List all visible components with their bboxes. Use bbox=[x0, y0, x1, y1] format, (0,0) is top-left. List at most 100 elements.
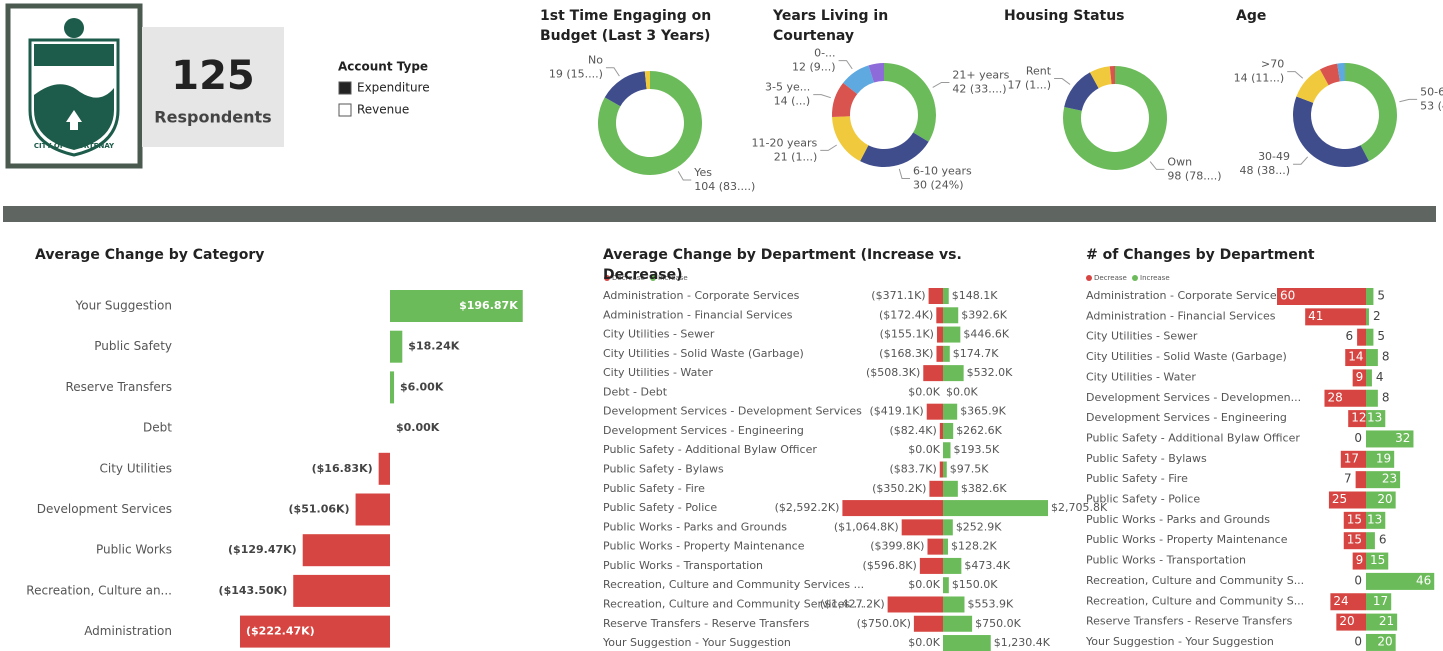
bar bbox=[1328, 491, 1366, 509]
bar bbox=[390, 371, 395, 404]
legend-marker bbox=[604, 275, 610, 281]
bar bbox=[378, 452, 390, 485]
bar bbox=[240, 615, 390, 648]
value-label: 20 bbox=[1377, 492, 1392, 506]
category-label: Public Safety - Fire bbox=[603, 482, 705, 495]
chart-title: Average Change by Category bbox=[35, 247, 265, 263]
bar bbox=[1366, 288, 1374, 305]
donut-slice bbox=[832, 116, 869, 162]
donut-slice bbox=[598, 71, 702, 175]
value-label: ($508.3K) bbox=[866, 366, 920, 379]
checkbox[interactable] bbox=[338, 81, 352, 95]
donut-slice bbox=[1293, 96, 1369, 168]
bar bbox=[943, 615, 973, 632]
category-label: City Utilities bbox=[100, 461, 173, 475]
value-label: $196.87K bbox=[459, 299, 518, 312]
value-label: ($82.4K) bbox=[890, 424, 937, 437]
leader-line bbox=[813, 94, 831, 99]
category-label: Development Services bbox=[37, 502, 172, 516]
logo: CITY OF COURTENAY bbox=[28, 18, 120, 157]
slice-label: Yes bbox=[693, 166, 712, 179]
value-label: ($143.50K) bbox=[219, 584, 288, 597]
value-label: $0.0K bbox=[908, 578, 940, 591]
value-label: 17 bbox=[1344, 451, 1359, 465]
checkbox[interactable] bbox=[338, 103, 352, 117]
value-label: $150.0K bbox=[952, 578, 998, 591]
bar bbox=[1277, 288, 1366, 305]
value-label: ($168.3K) bbox=[879, 347, 933, 360]
category-label: Public Safety - Police bbox=[1086, 493, 1200, 506]
bar bbox=[1366, 593, 1392, 611]
category-label: City Utilities - Sewer bbox=[1086, 330, 1198, 343]
value-label: 20 bbox=[1339, 614, 1354, 628]
donut-slice bbox=[843, 65, 874, 94]
value-label: $0.0K bbox=[908, 443, 940, 456]
value-label: ($129.47K) bbox=[228, 543, 297, 556]
value-label: 41 bbox=[1308, 309, 1323, 323]
bar bbox=[939, 422, 943, 439]
category-label: Public Safety - Bylaws bbox=[1086, 452, 1207, 465]
value-label: ($222.47K) bbox=[246, 625, 315, 638]
category-label: Reserve Transfers - Reserve Transfers bbox=[1086, 615, 1293, 628]
value-label: $392.6K bbox=[961, 308, 1007, 321]
value-label: 60 bbox=[1280, 289, 1295, 303]
value-label: $193.5K bbox=[954, 443, 1000, 456]
value-label: $148.1K bbox=[952, 289, 998, 302]
bar bbox=[1366, 430, 1414, 448]
chart-title: Housing Status bbox=[1004, 8, 1125, 24]
bar bbox=[1336, 613, 1366, 631]
slice-value: 104 (83....) bbox=[694, 180, 755, 193]
value-label: ($596.8K) bbox=[863, 559, 917, 572]
value-label: 13 bbox=[1367, 512, 1382, 526]
slicer-option[interactable]: Revenue bbox=[357, 103, 409, 117]
category-label: Public Safety - Additional Bylaw Officer bbox=[1086, 431, 1300, 444]
legend-label: Increase bbox=[1140, 274, 1170, 282]
slice-label: Own bbox=[1167, 155, 1192, 168]
category-label: Public Safety - Police bbox=[603, 501, 717, 514]
bar bbox=[293, 574, 390, 607]
category-label: City Utilities - Water bbox=[603, 366, 713, 379]
slice-value: 21 (1...) bbox=[774, 150, 818, 163]
donut-slice bbox=[831, 82, 858, 117]
category-label: Public Works bbox=[96, 543, 172, 557]
value-label: 9 bbox=[1356, 553, 1364, 567]
slice-label: 0-... bbox=[814, 47, 835, 60]
bar bbox=[943, 480, 958, 497]
value-label: 12 bbox=[1351, 411, 1366, 425]
bar bbox=[943, 596, 965, 613]
bar bbox=[943, 326, 961, 343]
leader-line bbox=[838, 60, 853, 70]
donut-slice bbox=[884, 63, 937, 142]
category-label: Development Services - Development Servi… bbox=[603, 405, 862, 418]
value-label: 7 bbox=[1344, 472, 1352, 486]
leader-line bbox=[932, 81, 950, 88]
donut-slice bbox=[1296, 69, 1329, 103]
slicer-option[interactable]: Expenditure bbox=[357, 81, 430, 95]
bar bbox=[1352, 369, 1366, 387]
bar bbox=[926, 403, 943, 420]
bar bbox=[1366, 491, 1396, 509]
bar bbox=[1366, 410, 1386, 428]
category-label: Development Services - Engineering bbox=[1086, 411, 1287, 424]
slice-value: 98 (78....) bbox=[1167, 169, 1221, 182]
value-label: 28 bbox=[1327, 390, 1342, 404]
value-label: $382.6K bbox=[961, 482, 1007, 495]
bar bbox=[302, 534, 390, 567]
slice-label: No bbox=[588, 54, 603, 67]
respondents-card bbox=[142, 27, 284, 147]
bar bbox=[943, 519, 953, 536]
donut-slice bbox=[1319, 63, 1340, 86]
donut-slice bbox=[644, 71, 650, 90]
bar bbox=[943, 345, 950, 362]
category-label: Public Safety - Bylaws bbox=[603, 463, 724, 476]
bar bbox=[1366, 532, 1375, 550]
category-label: Reserve Transfers - Reserve Transfers bbox=[603, 617, 810, 630]
leader-line bbox=[898, 168, 911, 179]
value-label: ($1,427.2K) bbox=[820, 597, 885, 610]
bar bbox=[943, 442, 951, 459]
value-label: ($155.1K) bbox=[880, 328, 934, 341]
bar bbox=[943, 403, 958, 420]
value-label: ($350.2K) bbox=[872, 482, 926, 495]
value-label: 2 bbox=[1373, 309, 1381, 323]
bar bbox=[1355, 471, 1366, 489]
